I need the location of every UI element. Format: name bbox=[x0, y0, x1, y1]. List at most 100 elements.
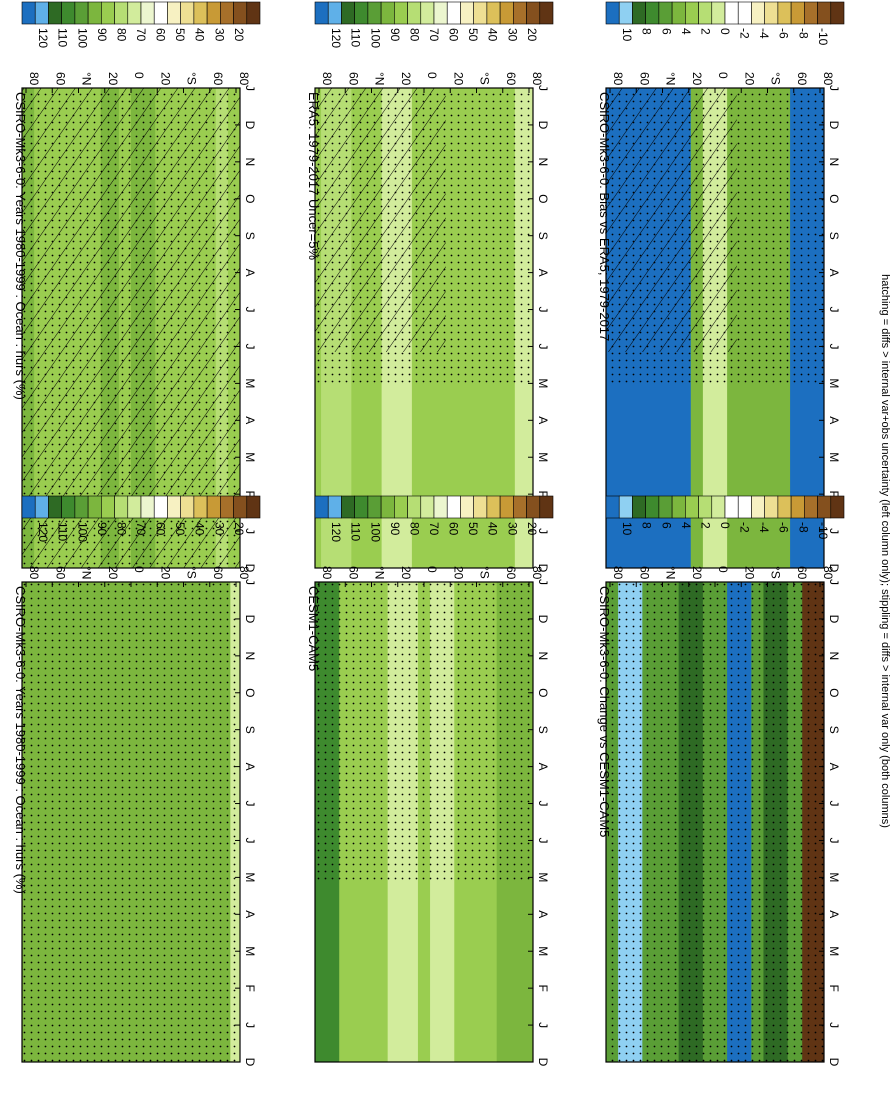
month-tick-label: J bbox=[243, 1022, 257, 1028]
month-tick-label: J bbox=[243, 307, 257, 313]
colorbar-swatch bbox=[233, 1, 248, 25]
colorbar-tick-label: 30 bbox=[212, 28, 226, 42]
colorbar-tick-label: -4 bbox=[757, 522, 771, 533]
colorbar-swatch bbox=[711, 1, 726, 25]
month-tick-label: A bbox=[827, 416, 841, 424]
colorbar: 120 110 100 90 80 70 60 50 40 30 20 bbox=[314, 1, 554, 48]
colorbar-swatch bbox=[671, 1, 686, 25]
lat-tick-label: 0 bbox=[132, 72, 146, 79]
panel-3: 80 60 °N 20 0 20 °S 60 80 D J F M A M J J A S O N D J ERA5: 197… bbox=[306, 1, 554, 573]
stippling-overlay bbox=[606, 582, 824, 1062]
colorbar-swatch bbox=[698, 495, 713, 519]
month-tick-label: D bbox=[827, 1058, 841, 1067]
lat-tick-label: 60 bbox=[53, 566, 67, 580]
lat-tick-label: °S bbox=[478, 566, 492, 579]
month-tick-label: D bbox=[243, 615, 257, 624]
lat-tick-label: °S bbox=[769, 566, 783, 579]
month-tick-label: N bbox=[827, 652, 841, 661]
month-tick-label: D bbox=[827, 615, 841, 624]
lat-tick-label: 80 bbox=[530, 72, 544, 86]
colorbar-swatch bbox=[486, 495, 501, 519]
panel-title: CESM1-CAM5 bbox=[306, 586, 321, 671]
month-tick-label: F bbox=[243, 490, 257, 497]
lat-tick-label: 20 bbox=[399, 72, 413, 86]
month-tick-label: N bbox=[243, 652, 257, 661]
colorbar-tick-label: 50 bbox=[466, 522, 480, 536]
colorbar-tick-label: -2 bbox=[738, 28, 752, 39]
colorbar-swatch bbox=[127, 1, 142, 25]
colorbar-tick-label: 10 bbox=[620, 28, 634, 42]
colorbar-swatch bbox=[367, 1, 382, 25]
month-tick-label: J bbox=[536, 307, 550, 313]
month-tick-label: J bbox=[827, 837, 841, 843]
month-tick-label: D bbox=[827, 121, 841, 130]
colorbar: 10 8 6 4 2 0 -2 -4 -6 -8 -10 bbox=[605, 495, 845, 540]
colorbar-swatch bbox=[751, 1, 765, 25]
colorbar-swatch bbox=[48, 495, 62, 519]
colorbar-tick-label: 8 bbox=[640, 28, 654, 35]
colorbar-swatch bbox=[790, 495, 805, 519]
colorbar-swatch bbox=[737, 495, 752, 519]
colorbar-swatch bbox=[206, 495, 221, 519]
month-tick-label: S bbox=[827, 232, 841, 240]
colorbar-tick-label: -6 bbox=[777, 28, 791, 39]
panel-5: 80 60 °N 20 0 20 °S 60 80DJFMAMJJASONDJCSIRO-Mk3… bbox=[597, 1, 845, 573]
colorbar-tick-label: 20 bbox=[232, 522, 246, 536]
month-tick-label: M bbox=[536, 452, 550, 462]
colorbar-tick-label: 2 bbox=[698, 522, 712, 529]
colorbar-swatch bbox=[193, 495, 208, 519]
colorbar-swatch bbox=[790, 1, 805, 25]
month-tick-label: M bbox=[243, 378, 257, 388]
lat-tick-label: 80 bbox=[611, 72, 625, 86]
month-tick-label: J bbox=[536, 85, 550, 91]
lat-tick-label: 20 bbox=[158, 72, 172, 86]
lat-tick-label: 60 bbox=[346, 72, 360, 86]
colorbar-tick-label: 80 bbox=[114, 28, 128, 42]
colorbar-tick-label: 30 bbox=[505, 28, 519, 42]
colorbar-tick-label: 90 bbox=[388, 522, 402, 536]
colorbar-tick-label: 40 bbox=[193, 28, 207, 42]
colorbar-swatch bbox=[327, 495, 342, 519]
colorbar-tick-label: 10 bbox=[620, 522, 634, 536]
colorbar-swatch bbox=[314, 495, 329, 519]
lat-tick-label: °N bbox=[664, 566, 678, 579]
colorbar-swatch bbox=[61, 1, 76, 25]
plot-root: 80 60 °N 20 0 20 °S 60 80DJFMAMJJASONDJCSIRO-Mk3… bbox=[13, 1, 845, 1067]
colorbar-swatch bbox=[460, 495, 474, 519]
colorbar-swatch bbox=[632, 495, 646, 519]
colorbar-swatch bbox=[724, 495, 739, 519]
colorbar-swatch bbox=[153, 1, 168, 25]
panel-1: 80 60 °N 20 0 20 °S 60 80 D J F M A M J J A S O N D J CSIRO-Mk3… bbox=[13, 1, 261, 573]
colorbar-swatch bbox=[167, 495, 181, 519]
lat-tick-label: 60 bbox=[637, 72, 651, 86]
stippling-overlay bbox=[315, 582, 533, 880]
month-tick-label: O bbox=[827, 688, 841, 697]
colorbar-tick-label: 80 bbox=[407, 522, 421, 536]
colorbar-swatch bbox=[394, 495, 408, 519]
month-tick-label: D bbox=[536, 121, 550, 130]
month-tick-label: F bbox=[827, 490, 841, 497]
colorbar-swatch bbox=[34, 495, 49, 519]
colorbar: 120 110 100 90 80 70 60 50 40 30 20 bbox=[21, 1, 261, 48]
lat-tick-label: 80 bbox=[320, 72, 334, 86]
lat-tick-label: °N bbox=[80, 72, 94, 85]
month-tick-label: A bbox=[827, 269, 841, 277]
lat-tick-label: °N bbox=[664, 72, 678, 85]
month-tick-label: M bbox=[536, 872, 550, 882]
colorbar-swatch bbox=[671, 495, 686, 519]
month-tick-label: A bbox=[243, 910, 257, 918]
colorbar-swatch bbox=[539, 1, 554, 25]
colorbar-swatch bbox=[180, 495, 195, 519]
colorbar-swatch bbox=[764, 495, 779, 519]
lat-tick-label: 80 bbox=[821, 72, 835, 86]
colorbar-tick-label: 110 bbox=[56, 28, 70, 47]
colorbar-swatch bbox=[206, 1, 221, 25]
colorbar-swatch bbox=[618, 1, 633, 25]
month-tick-label: J bbox=[243, 837, 257, 843]
month-tick-label: A bbox=[536, 416, 550, 424]
colorbar-swatch bbox=[407, 1, 422, 25]
panel-4: 80 60 °N 20 0 20 °S 60 80DJFMAMJJASONDJCESM1-CAM… bbox=[306, 495, 554, 1067]
lat-tick-label: 80 bbox=[237, 566, 251, 580]
lat-tick-label: 60 bbox=[637, 566, 651, 580]
